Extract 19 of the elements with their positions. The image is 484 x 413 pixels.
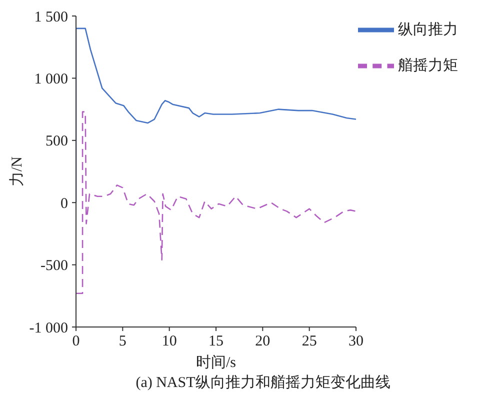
y-tick-label: -500 (40, 258, 68, 274)
x-axis-title: 时间/s (196, 354, 236, 371)
y-axis-title: 力/N (8, 156, 26, 186)
y-tick-label: 0 (60, 196, 68, 212)
y-tick-label: 1 000 (34, 72, 68, 88)
legend-label: 艏摇力矩 (398, 58, 458, 74)
x-tick-label: 30 (348, 334, 364, 350)
x-tick-label: 10 (162, 334, 177, 350)
line-series (76, 111, 356, 294)
x-tick-label: 25 (302, 334, 317, 350)
y-tick-label: -1 000 (29, 320, 68, 336)
text: (a) NAST纵向推力和艏摇力矩变化曲线 (134, 374, 392, 392)
y-tick-label: 1 500 (34, 9, 68, 26)
legend-label: 纵向推力 (398, 22, 458, 38)
x-tick-label: 15 (208, 334, 224, 350)
x-tick-label: 0 (72, 334, 80, 350)
y-tick-label: 500 (46, 134, 68, 150)
x-tick-label: 5 (118, 334, 126, 350)
x-tick-label: 20 (255, 334, 270, 350)
